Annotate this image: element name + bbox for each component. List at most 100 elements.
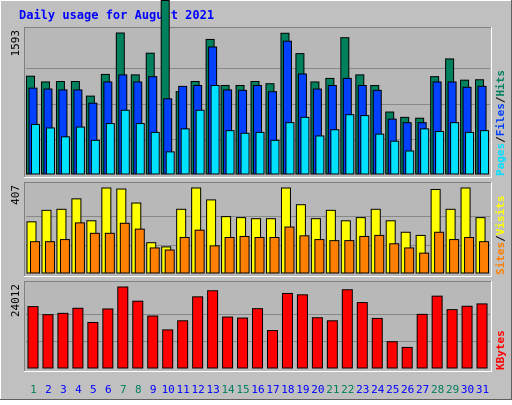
kbytes-bar	[42, 314, 54, 369]
kbytes-bar	[27, 306, 39, 369]
kbytes-bar	[461, 305, 473, 369]
pages-bar	[420, 128, 430, 175]
day-label: 12	[192, 383, 205, 396]
kbytes-panel: 24012 KBytes	[9, 281, 507, 372]
kbytes-bar	[132, 300, 144, 369]
sites-bar	[419, 252, 430, 274]
pages-bar	[345, 114, 355, 175]
sites-bar	[134, 228, 145, 274]
kbytes-bar	[296, 294, 308, 369]
pages-bar	[120, 109, 130, 175]
kbytes-bar	[311, 317, 323, 369]
kbytes-bar	[102, 308, 114, 369]
pages-bar	[240, 132, 250, 175]
day-label: 29	[446, 383, 459, 396]
kbytes-bar	[341, 289, 353, 369]
pages-bar	[465, 131, 475, 175]
sites-bar	[179, 236, 190, 274]
day-label: 3	[60, 383, 67, 396]
pages-bar	[300, 116, 310, 175]
sites-bar	[329, 240, 340, 274]
kbytes-bar	[162, 329, 174, 369]
sites-bar	[224, 236, 235, 274]
sites-bar	[149, 247, 160, 274]
sites-bar	[434, 231, 445, 274]
day-label: 9	[150, 383, 157, 396]
pages-bar	[90, 139, 100, 175]
day-label: 11	[177, 383, 190, 396]
y-max-label: 407	[9, 185, 22, 205]
sites-bar	[194, 229, 205, 274]
pages-bar	[390, 140, 400, 175]
pages-bar	[60, 136, 70, 175]
pages-bar	[195, 109, 205, 175]
kbytes-bar	[192, 296, 204, 369]
kbytes-bar	[222, 316, 234, 369]
day-label: 21	[326, 383, 339, 396]
chart-panels: 1593Pages/Files/Hits407Sites/Visits24012…	[9, 0, 507, 372]
legend-entry: Files	[494, 103, 507, 136]
pages-bar	[150, 131, 160, 175]
pages-bar	[180, 128, 190, 175]
sites-bar	[389, 243, 400, 274]
visits-sites-panel: 407 Sites/Visits	[9, 182, 507, 277]
day-label: 6	[105, 383, 112, 396]
legend-entry: Visits	[494, 196, 507, 236]
kbytes-bar	[252, 308, 264, 369]
day-label: 30	[461, 383, 474, 396]
pages-bar	[165, 151, 175, 175]
sites-bar	[449, 239, 460, 274]
day-label: 17	[266, 383, 279, 396]
pages-bar	[480, 130, 490, 175]
pages-bar	[450, 122, 460, 175]
kbytes-bar	[386, 341, 398, 369]
sites-bar	[104, 232, 115, 274]
kbytes-bar	[326, 320, 338, 369]
legend-entry: /	[494, 136, 507, 143]
pages-bar	[270, 139, 280, 175]
pages-bar	[210, 84, 220, 175]
pages-bar	[405, 150, 415, 175]
pages-bar	[330, 129, 340, 175]
sites-bar	[284, 226, 295, 274]
day-label: 22	[341, 383, 354, 396]
legend-entry: Pages	[494, 143, 507, 176]
kbytes-bar	[401, 346, 413, 369]
pages-bar	[45, 127, 55, 175]
sites-bar	[404, 247, 415, 274]
day-label: 18	[281, 383, 294, 396]
legend: Pages/Files/Hits	[494, 70, 507, 176]
sites-bar	[359, 235, 370, 274]
day-label: 23	[356, 383, 369, 396]
sites-bar	[30, 241, 40, 274]
day-label: 10	[162, 383, 175, 396]
day-label: 31	[476, 383, 489, 396]
pages-bar	[105, 123, 115, 175]
sites-bar	[74, 222, 85, 274]
legend-entry: /	[494, 96, 507, 103]
sites-bar	[164, 249, 175, 274]
sites-bar	[239, 235, 250, 274]
sites-bar	[344, 240, 355, 274]
kbytes-bar	[431, 295, 443, 369]
kbytes-bar	[356, 302, 368, 369]
sites-bar	[299, 235, 310, 274]
kbytes-bar	[281, 292, 293, 369]
day-label: 20	[311, 383, 324, 396]
kbytes-bar	[446, 309, 458, 369]
pages-bar	[435, 131, 445, 175]
day-label: 15	[236, 383, 249, 396]
pages-bar	[255, 131, 265, 175]
legend-entry: /	[494, 235, 507, 242]
pages-bar	[375, 133, 385, 175]
kbytes-bar	[72, 307, 84, 369]
day-label: 1	[30, 383, 37, 396]
sites-bar	[89, 232, 100, 274]
pages-bar	[285, 122, 295, 175]
pages-bar	[315, 135, 325, 175]
kbytes-bar	[117, 286, 129, 369]
y-max-label: 24012	[9, 284, 22, 317]
